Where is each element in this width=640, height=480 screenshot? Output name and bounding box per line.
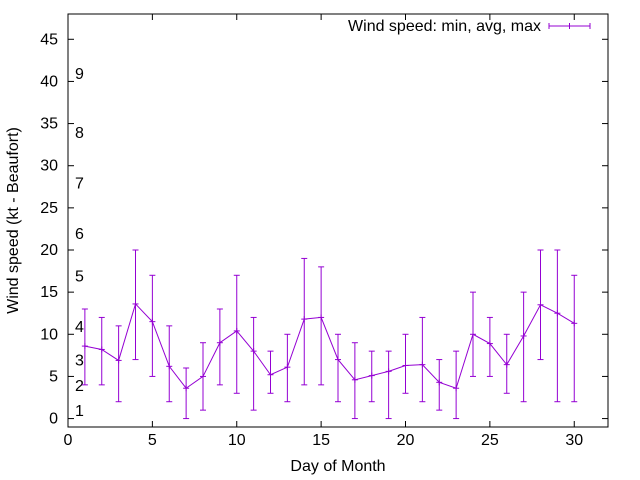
beaufort-label: 2 (75, 378, 84, 395)
y-tick-label: 30 (40, 158, 58, 175)
plot-frame (67, 13, 609, 428)
beaufort-label: 3 (75, 353, 84, 370)
beaufort-label: 7 (75, 176, 84, 193)
y-tick-label: 25 (40, 200, 58, 217)
x-tick-label: 0 (64, 432, 73, 449)
y-axis-label: Wind speed (kt - Beaufort) (5, 127, 22, 314)
x-tick-label: 20 (397, 432, 415, 449)
beaufort-label: 8 (75, 125, 84, 142)
beaufort-label: 9 (75, 66, 84, 83)
x-tick-label: 10 (228, 432, 246, 449)
x-tick-label: 15 (312, 432, 330, 449)
legend-series-label: Wind speed: min, avg, max (348, 18, 541, 35)
y-tick-label: 35 (40, 116, 58, 133)
x-tick-label: 25 (481, 432, 499, 449)
y-tick-label: 15 (40, 284, 58, 301)
beaufort-label: 1 (75, 403, 84, 420)
legend-series-swatch (548, 23, 591, 29)
y-tick-label: 40 (40, 73, 58, 90)
legend: Wind speed: min, avg, max (348, 18, 591, 35)
x-tick-label: 5 (148, 432, 157, 449)
beaufort-label: 6 (75, 226, 84, 243)
x-axis-label: Day of Month (290, 458, 385, 475)
y-tick-label: 0 (49, 411, 58, 428)
x-tick-label: 30 (565, 432, 583, 449)
y-tick-label: 20 (40, 242, 58, 259)
avg-line (84, 302, 575, 389)
beaufort-label: 5 (75, 268, 84, 285)
y-tick-label: 10 (40, 326, 58, 343)
y-tick-label: 45 (40, 31, 58, 48)
y-tick-label: 5 (49, 368, 58, 385)
beaufort-label: 4 (75, 319, 84, 336)
